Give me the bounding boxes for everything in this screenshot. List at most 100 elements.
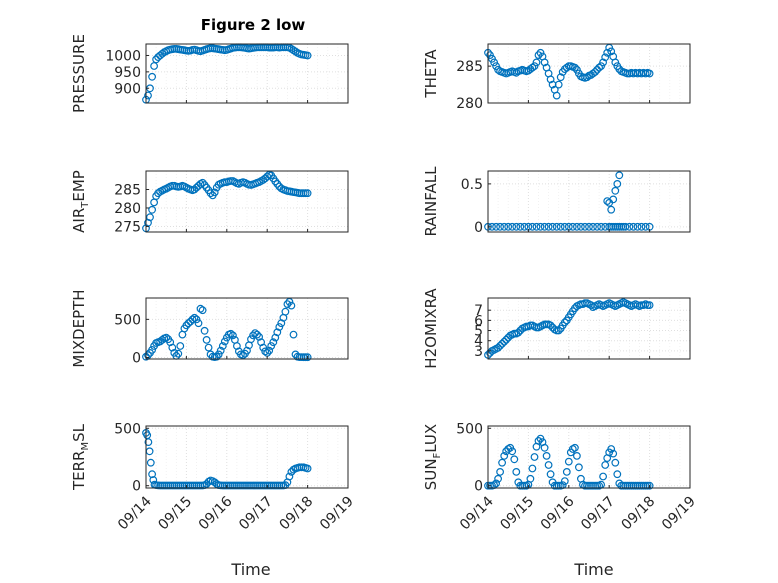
data-point xyxy=(492,62,501,70)
data-point xyxy=(609,449,618,458)
x-tick-label: 09/15 xyxy=(497,494,537,534)
data-point xyxy=(601,461,610,469)
x-tick-label: 09/19 xyxy=(317,494,357,534)
data-point xyxy=(573,222,581,231)
data-point xyxy=(512,68,521,77)
data-point xyxy=(637,222,646,231)
data-point xyxy=(544,461,553,469)
data-point xyxy=(174,349,183,358)
data-point xyxy=(629,222,638,231)
data-point xyxy=(144,91,152,100)
data-point xyxy=(532,58,541,67)
y-tick-label: 5 xyxy=(474,324,483,340)
data-point xyxy=(556,73,565,82)
axes-frame xyxy=(145,170,349,233)
data-point xyxy=(281,307,290,316)
data-point xyxy=(492,479,501,488)
y-tick-label: 6 xyxy=(474,313,483,329)
data-point xyxy=(534,437,543,445)
y-tick-label: 3 xyxy=(474,344,483,360)
data-point xyxy=(526,474,535,483)
axes-frame xyxy=(487,425,691,489)
data-point xyxy=(528,222,537,231)
data-point xyxy=(152,55,161,64)
y-tick-label: 0 xyxy=(474,220,483,236)
data-point xyxy=(192,315,201,324)
data-point xyxy=(502,335,511,344)
y-tick-label: 500 xyxy=(114,421,141,437)
data-point xyxy=(546,321,555,330)
x-tick-label: 09/18 xyxy=(277,494,317,534)
data-point xyxy=(573,65,581,74)
data-point xyxy=(289,330,298,339)
data-point xyxy=(540,222,549,231)
data-point xyxy=(277,481,286,490)
data-point xyxy=(228,331,237,340)
data-point xyxy=(271,333,280,342)
data-point xyxy=(573,452,581,460)
data-point xyxy=(148,205,157,214)
data-point xyxy=(210,188,219,197)
data-point xyxy=(516,222,525,231)
data-point xyxy=(583,73,591,82)
axes-frame xyxy=(145,425,349,489)
y-tick-label: 280 xyxy=(114,201,141,217)
x-tick-label: 09/15 xyxy=(155,494,195,534)
data-point xyxy=(214,350,223,359)
axes-frame xyxy=(145,43,349,104)
data-point xyxy=(542,452,551,460)
data-point xyxy=(528,464,537,473)
x-tick-label: 09/17 xyxy=(578,494,618,534)
data-point xyxy=(520,222,529,231)
data-point xyxy=(514,328,523,337)
data-point xyxy=(556,222,565,231)
subplot-third-left: 0 500 MIXDEPTH xyxy=(70,289,349,368)
subplot-second-right: 0 0.5 RAINFALL xyxy=(422,166,691,237)
subplot-second-left: 275 280 285 AIRTEMP xyxy=(70,170,349,235)
axes-frame xyxy=(487,43,691,104)
x-tick-label: 09/17 xyxy=(236,494,276,534)
x-tick-label: 09/19 xyxy=(659,494,699,534)
y-tick-label: 275 xyxy=(114,219,141,235)
data-point xyxy=(190,313,199,322)
data-point xyxy=(168,343,177,352)
y-axis-label: RAINFALL xyxy=(422,166,440,237)
data-point xyxy=(494,65,503,74)
data-point xyxy=(534,51,543,59)
data-point xyxy=(202,336,211,344)
data-point xyxy=(595,63,603,72)
data-point xyxy=(269,338,278,347)
y-tick-label: 950 xyxy=(114,65,141,81)
data-point xyxy=(176,342,185,350)
data-point xyxy=(552,91,561,100)
data-point xyxy=(568,222,577,231)
data-point xyxy=(500,452,509,460)
data-point xyxy=(490,58,499,67)
y-tick-label: 285 xyxy=(114,182,141,198)
data-point xyxy=(532,222,541,231)
data-point xyxy=(536,48,545,57)
data-point xyxy=(504,222,513,231)
figure-title: Figure 2 low xyxy=(201,16,306,34)
data-point xyxy=(204,343,213,352)
data-point xyxy=(554,80,563,89)
data-point xyxy=(597,222,605,231)
x-tick-label: 09/14 xyxy=(457,493,497,533)
data-point xyxy=(571,443,579,452)
data-point xyxy=(303,189,312,198)
y-tick-label: 0.5 xyxy=(461,177,483,193)
y-axis-label: TERRMSL xyxy=(70,423,91,491)
data-point xyxy=(581,222,589,231)
data-point xyxy=(291,47,300,56)
data-point xyxy=(530,62,539,70)
y-axis-label: AIRTEMP xyxy=(70,170,91,233)
data-point xyxy=(536,222,545,231)
y-tick-label: 900 xyxy=(114,81,141,97)
data-point xyxy=(645,301,654,310)
x-axis-title-right: Time xyxy=(573,560,613,579)
data-point xyxy=(645,481,654,490)
data-point xyxy=(633,222,642,231)
data-point xyxy=(512,222,521,231)
data-point xyxy=(611,458,620,467)
